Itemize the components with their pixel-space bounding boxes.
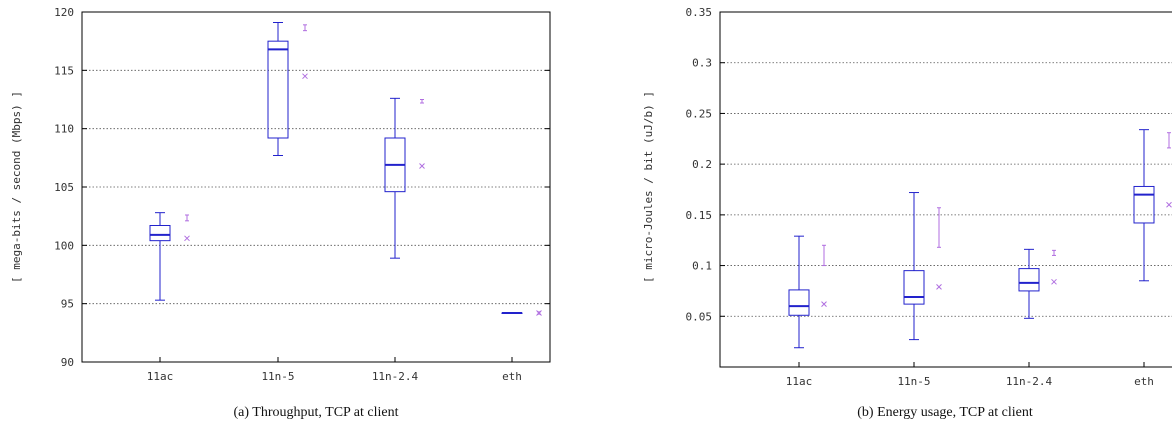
y-tick-label: 110 [54,123,74,136]
y-axis-ticks: 90 95 100 105 110 115 120 [54,6,550,369]
box-series [149,22,542,316]
y-tick-label: 0.15 [686,209,713,222]
iqr-box [903,270,925,305]
x-axis-ticks: 11ac 11n-5 11n-2.4 eth [786,362,1154,388]
box-11n-5 [903,192,942,341]
y-axis-label: [ micro-Joules / bit (uJ/b) ] [642,91,655,283]
mean-marker [184,235,190,242]
x-tick-label: eth [502,370,522,383]
y-tick-label: 100 [54,239,74,252]
box-11n-2.4 [384,97,425,259]
mean-marker [1051,278,1057,285]
iqr-box [149,225,171,242]
iqr-box [1018,268,1040,292]
y-tick-label: 120 [54,6,74,19]
mean-marker [936,284,942,290]
mean-marker [1166,201,1172,208]
box-series [788,129,1172,349]
y-tick-label: 0.25 [686,107,713,120]
gridlines [82,69,550,305]
y-tick-label: 0.3 [692,57,712,70]
iqr-box [788,289,810,316]
x-tick-label: 11ac [147,370,174,383]
y-tick-label: 95 [61,298,74,311]
y-axis-ticks: 0.05 0.1 0.15 0.2 0.25 0.3 0.35 [686,6,725,323]
caption: (a) Throughput, TCP at client [234,405,399,420]
y-tick-label: 90 [61,356,74,369]
box-11n-2.4 [1018,248,1057,319]
y-tick-label: 105 [54,181,74,194]
y-tick-label: 0.1 [692,260,712,273]
box-eth [1133,129,1172,282]
y-tick-label: 0.2 [692,158,712,171]
mean-marker [419,163,425,169]
box-eth [501,310,542,316]
y-tick-label: 0.35 [686,6,713,19]
x-tick-label: 11ac [786,375,813,388]
x-tick-label: eth [1134,375,1154,388]
x-tick-label: 11n-5 [897,375,930,388]
y-axis-label: [ mega-bits / second (Mbps) ] [10,91,23,283]
iqr-box [267,40,289,139]
y-tick-label: 115 [54,64,74,77]
x-tick-label: 11n-5 [261,370,294,383]
plot-frame [719,11,1172,368]
box-11n-5 [267,22,308,156]
gridlines [720,62,1172,317]
iqr-box [1133,185,1155,224]
y-tick-label: 0.05 [686,310,713,323]
x-tick-label: 11n-2.4 [372,370,419,383]
caption: (b) Energy usage, TCP at client [857,405,1033,420]
box-11ac [788,235,827,349]
x-tick-label: 11n-2.4 [1006,375,1053,388]
mean-marker [302,73,308,80]
box-11ac [149,212,190,301]
mean-marker [821,301,827,307]
x-axis-ticks: 11ac 11n-5 11n-2.4 eth [147,357,522,383]
chart-energy: 0.05 0.1 0.15 0.2 0.25 0.3 0.35 11ac 11n-5 11n-2… [642,6,1172,420]
